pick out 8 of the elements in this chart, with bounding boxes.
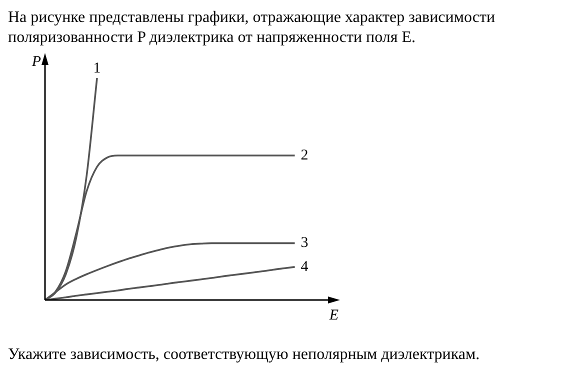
chart-title: На рисунке представлены графики, отражающие характер зависимости поляризованности P диэлектрика от напряженности поля E. — [8, 8, 496, 48]
y-axis-title: P — [30, 54, 41, 70]
text: Укажите зависимость, соответствующую неполярным диэлектрикам. — [8, 346, 481, 364]
series-label: 2 — [300, 147, 308, 164]
x-axis-title: E — [328, 307, 339, 324]
series-label: 4 — [300, 258, 309, 275]
series-label: 3 — [300, 235, 308, 252]
series-label: 1 — [93, 60, 101, 76]
